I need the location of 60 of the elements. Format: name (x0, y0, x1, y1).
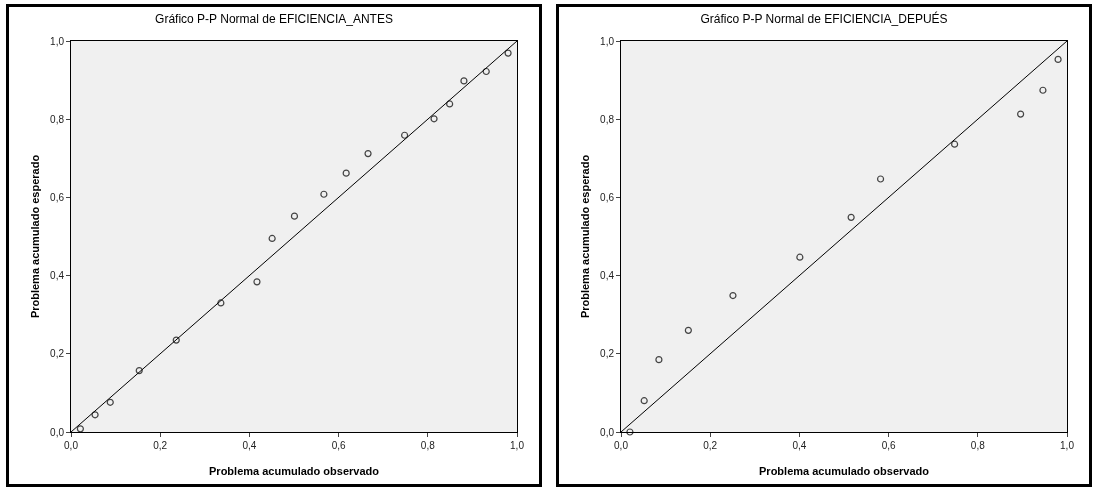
point (76, 425, 84, 433)
x-tick-label: 1,0 (1060, 440, 1075, 451)
point (796, 253, 804, 261)
y-tick-label: 1,0 (50, 35, 65, 47)
point (640, 397, 648, 405)
point (729, 291, 737, 300)
point (460, 77, 468, 85)
point (290, 212, 299, 220)
point (1054, 55, 1062, 63)
point (1039, 86, 1047, 94)
point (430, 115, 438, 123)
point (876, 175, 885, 183)
point (401, 131, 409, 139)
y-tick-label: 0,2 (600, 348, 615, 360)
x-axis-title: Problema acumulado observado (209, 465, 380, 477)
point (1017, 110, 1025, 118)
y-tick-label: 1,0 (600, 35, 615, 47)
point (217, 299, 225, 307)
point (364, 150, 372, 158)
x-tick-label: 0,0 (64, 440, 79, 451)
chart-title: Gráfico P-P Normal de EFICIENCIA_DEPUÉS (700, 10, 948, 26)
point (91, 411, 99, 419)
point (172, 336, 180, 344)
point (268, 234, 276, 243)
point (253, 278, 261, 286)
y-tick-label: 0,0 (50, 426, 65, 438)
y-axis-title: Problema acumulado esperado (579, 154, 591, 319)
point (626, 428, 634, 436)
point (320, 190, 328, 198)
y-tick-label: 0,0 (600, 426, 615, 438)
point (847, 213, 855, 221)
point (951, 140, 959, 148)
chart-title: Gráfico P-P Normal de EFICIENCIA_ANTES (155, 11, 393, 26)
point (135, 367, 143, 375)
y-tick-label: 0,2 (50, 348, 65, 360)
x-tick-label: 0,0 (614, 440, 629, 451)
x-axis-title: Problema acumulado observado (759, 465, 930, 477)
x-tick-label: 0,4 (242, 440, 257, 451)
point (106, 398, 114, 406)
point (342, 169, 350, 177)
y-tick-label: 0,4 (50, 270, 65, 282)
x-tick-label: 0,6 (331, 440, 346, 451)
x-tick-label: 0,2 (153, 440, 168, 451)
y-tick-label: 0,6 (600, 191, 615, 203)
x-tick-label: 0,4 (792, 440, 807, 451)
y-tick-label: 0,8 (50, 113, 65, 125)
y-tick-label: 0,8 (600, 113, 615, 125)
y-axis-title: Problema acumulado esperado (29, 154, 41, 319)
x-tick-label: 0,8 (970, 440, 986, 451)
x-tick-label: 0,2 (703, 440, 718, 451)
y-tick-label: 0,4 (600, 270, 615, 282)
x-tick-label: 1,0 (510, 440, 525, 451)
point (482, 67, 490, 76)
x-tick-label: 0,6 (881, 440, 896, 451)
point (504, 49, 512, 57)
point (446, 100, 454, 108)
y-tick-label: 0,6 (50, 191, 65, 203)
point (684, 326, 692, 334)
point (655, 356, 663, 364)
x-tick-label: 0,8 (420, 440, 436, 451)
